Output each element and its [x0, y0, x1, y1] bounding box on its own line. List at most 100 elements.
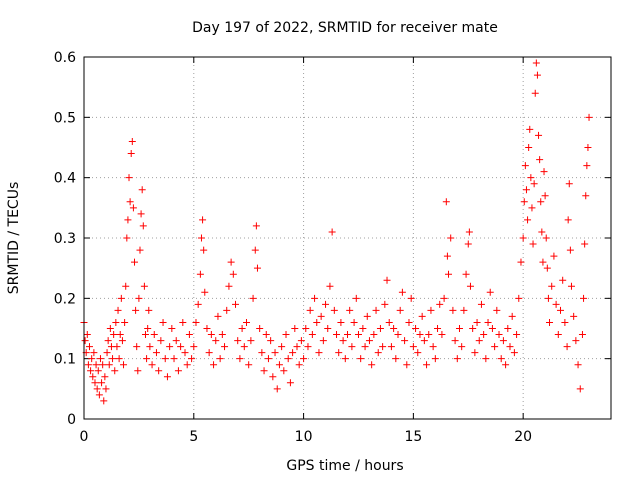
data-point — [185, 331, 193, 339]
data-point — [447, 234, 455, 242]
data-point — [177, 343, 185, 351]
data-point — [538, 228, 546, 236]
data-point — [100, 397, 108, 405]
data-point — [546, 318, 554, 326]
data-point — [95, 391, 103, 399]
data-point — [460, 306, 468, 314]
data-point — [110, 331, 118, 339]
data-point — [293, 343, 301, 351]
data-point — [543, 264, 551, 272]
data-point — [531, 89, 539, 97]
data-point — [442, 198, 450, 206]
data-point — [335, 349, 343, 357]
data-point — [188, 355, 196, 363]
data-point — [135, 294, 143, 302]
data-point — [89, 373, 97, 381]
data-point — [465, 228, 473, 236]
data-point — [541, 192, 549, 200]
data-point — [416, 331, 424, 339]
data-point — [387, 343, 395, 351]
data-point — [105, 361, 113, 369]
data-point — [227, 258, 235, 266]
data-point — [565, 180, 573, 188]
data-point — [344, 331, 351, 339]
data-point — [205, 349, 213, 357]
data-point — [458, 343, 466, 351]
data-point — [116, 331, 124, 339]
data-point — [155, 367, 163, 375]
data-point — [376, 325, 384, 332]
data-point — [111, 367, 119, 375]
data-point — [348, 343, 356, 351]
data-point — [121, 318, 129, 326]
data-point — [540, 168, 548, 176]
data-point — [535, 131, 543, 139]
data-point — [174, 367, 182, 375]
data-point — [431, 355, 439, 363]
data-point — [273, 385, 281, 393]
data-point — [533, 71, 541, 79]
data-point — [572, 337, 580, 345]
data-point — [138, 186, 146, 194]
data-point — [581, 240, 589, 248]
data-point — [522, 186, 530, 194]
data-point — [102, 385, 110, 393]
data-point — [580, 294, 588, 302]
data-point — [216, 355, 224, 363]
data-point — [570, 312, 578, 320]
data-point — [166, 343, 174, 351]
data-point — [361, 343, 369, 351]
data-point — [146, 343, 154, 351]
y-tick-label: 0.4 — [54, 171, 76, 187]
data-point — [440, 294, 448, 302]
data-point — [104, 337, 112, 345]
data-point — [141, 331, 149, 339]
data-point — [379, 343, 387, 351]
data-point — [392, 355, 400, 363]
data-point — [143, 355, 151, 363]
data-point — [247, 337, 255, 345]
data-point — [201, 288, 209, 296]
data-point — [469, 325, 477, 332]
x-axis-label: GPS time / hours — [286, 458, 403, 474]
x-tick-label: 15 — [404, 429, 422, 445]
data-point — [291, 325, 299, 332]
data-point — [123, 234, 131, 242]
x-tick-label: 0 — [80, 429, 89, 445]
data-point — [157, 337, 165, 345]
data-point — [297, 337, 305, 345]
data-point — [527, 174, 535, 182]
data-point — [150, 331, 158, 339]
data-point — [183, 361, 191, 369]
data-point — [214, 312, 222, 320]
data-point — [87, 367, 95, 375]
data-point — [98, 379, 106, 387]
data-point — [491, 343, 499, 351]
data-point — [532, 59, 540, 67]
data-point — [317, 312, 325, 320]
data-point — [90, 349, 98, 357]
data-point — [126, 198, 134, 206]
data-point — [584, 144, 592, 151]
data-point — [203, 325, 211, 332]
data-point — [269, 373, 277, 381]
data-point — [414, 349, 422, 357]
data-point — [117, 294, 125, 302]
data-point — [333, 331, 341, 339]
x-tick-labels: 0 5 10 15 20 — [80, 429, 533, 445]
data-point — [152, 349, 160, 357]
data-point — [525, 144, 533, 151]
data-point — [262, 331, 270, 339]
data-point — [194, 300, 202, 308]
data-point — [352, 294, 360, 302]
data-point — [443, 252, 451, 260]
data-point — [284, 355, 292, 363]
data-point — [252, 222, 260, 230]
y-tick-label: 0.2 — [54, 291, 76, 307]
data-point — [519, 234, 527, 242]
data-point — [563, 343, 571, 351]
data-point — [524, 216, 532, 224]
y-tick-label: 0.3 — [54, 231, 76, 247]
data-point — [295, 361, 303, 369]
data-point — [139, 222, 147, 230]
